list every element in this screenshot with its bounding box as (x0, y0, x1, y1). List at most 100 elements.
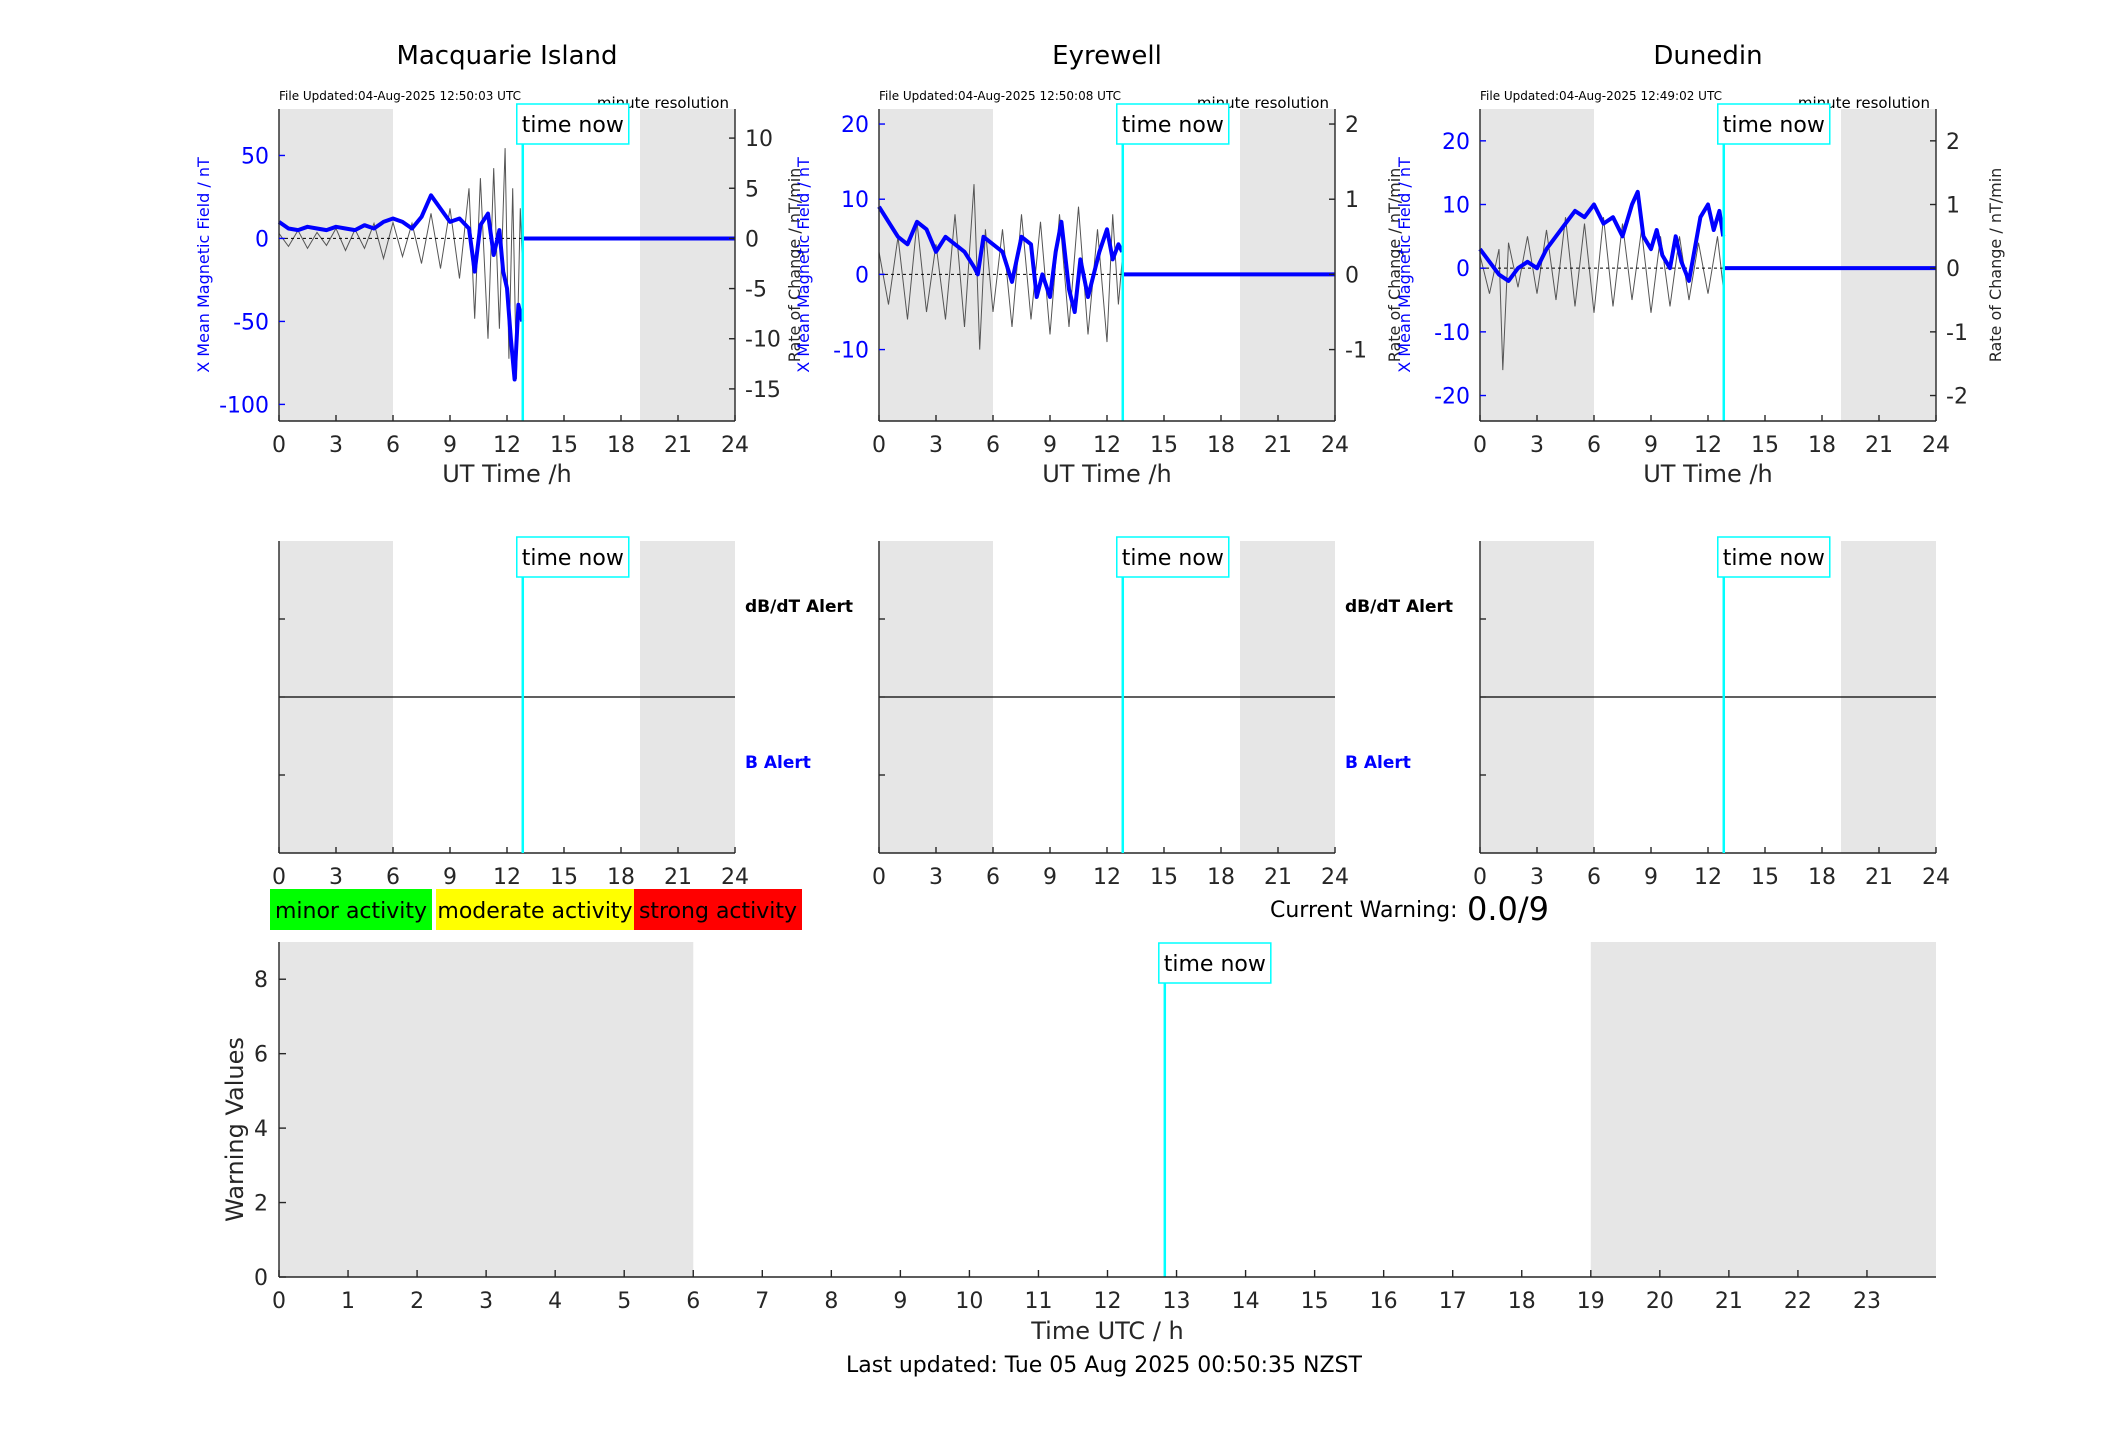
warning-x-tick-label-17: 17 (1439, 1289, 1467, 1314)
station-2-panel: Eyrewell File Updated:04-Aug-2025 12:50:0… (794, 41, 1404, 488)
station-1-time-now-box (516, 103, 630, 145)
station-2-right-tick-label-1: 1 (1345, 188, 1359, 213)
warning-x-tick-label-3: 3 (479, 1289, 493, 1314)
station-3-x-tick-label-0: 0 (1473, 433, 1487, 458)
warning-y-label: Warning Values (221, 1037, 249, 1222)
alert-panel-3-x-tick-label-2: 6 (1587, 865, 1601, 890)
station-2-resolution: minute resolution (1197, 94, 1329, 112)
station-3-left-tick-label-4: -20 (1434, 385, 1470, 410)
warning-x-tick-label-7: 7 (755, 1289, 769, 1314)
warning-y-tick-label-0: 0 (254, 1266, 268, 1291)
warning-x-tick-label-14: 14 (1232, 1289, 1260, 1314)
station-3-x-tick-label-8: 24 (1922, 433, 1950, 458)
warning-x-tick-label-18: 18 (1508, 1289, 1536, 1314)
station-1-title: Macquarie Island (396, 41, 617, 71)
station-2-x-tick-label-6: 18 (1207, 433, 1235, 458)
station-3-x-tick-label-5: 15 (1751, 433, 1779, 458)
warning-x-tick-label-1: 1 (341, 1289, 355, 1314)
station-2-night-band-1 (1240, 109, 1335, 421)
station-3-x-tick-label-7: 21 (1865, 433, 1893, 458)
station-2-night-band-0 (879, 109, 993, 421)
station-1-left-axis-label: X Mean Magnetic Field / nT (194, 157, 213, 373)
station-3-panel: Dunedin File Updated:04-Aug-2025 12:49:02… (1395, 41, 2005, 488)
warning-x-tick-label-6: 6 (686, 1289, 700, 1314)
alert-panel-2-x-tick-label-5: 15 (1150, 865, 1178, 890)
station-3-time-now-box (1717, 103, 1831, 145)
station-1-field-line (277, 193, 525, 382)
warning-x-tick-label-22: 22 (1784, 1289, 1812, 1314)
alert-panel-2-x-tick-label-6: 18 (1207, 865, 1235, 890)
warning-x-tick-label-9: 9 (893, 1289, 907, 1314)
minor-activity-label: minor activity (275, 899, 427, 924)
station-2-title: Eyrewell (1052, 41, 1162, 71)
station-3-left-axis-label: X Mean Magnetic Field / nT (1395, 157, 1414, 373)
alert-panel-2-time-now-box (1116, 536, 1230, 578)
station-3-time-now-label: time now (1723, 113, 1825, 138)
warning-y-tick-label-4: 8 (254, 968, 268, 993)
alert-panel-1-x-tick-label-8: 24 (721, 865, 749, 890)
station-3-left-tick-label-1: 10 (1442, 194, 1470, 219)
warning-x-tick-label-16: 16 (1370, 1289, 1398, 1314)
alert-panel-1-x-tick-label-2: 6 (386, 865, 400, 890)
station-2-left-tick-label-0: 20 (841, 113, 869, 138)
alert-panel-3-x-tick-label-8: 24 (1922, 865, 1950, 890)
alert-panel-3-x-tick-label-4: 12 (1694, 865, 1722, 890)
station-2-left-tick-label-2: 0 (855, 263, 869, 288)
station-1-right-axis-label: Rate of Change / nT/min (785, 168, 804, 363)
station-2-x-label: UT Time /h (1042, 460, 1172, 488)
station-1-left-tick-label-0: 50 (241, 144, 269, 169)
station-1-left-tick-label-3: -100 (219, 393, 269, 418)
station-1-time-now-label: time now (522, 113, 624, 138)
alert-panel-3-x-tick-label-6: 18 (1808, 865, 1836, 890)
warning-x-tick-label-11: 11 (1024, 1289, 1052, 1314)
alert-panel-1-time-now-box (516, 536, 630, 578)
station-1-file-updated: File Updated:04-Aug-2025 12:50:03 UTC (279, 89, 521, 103)
station-2-left-tick-label-1: 10 (841, 188, 869, 213)
station-1-right-tick-label-0: 10 (745, 127, 773, 152)
strong-activity-label: strong activity (639, 899, 797, 924)
station-3-resolution: minute resolution (1798, 94, 1930, 112)
station-2-right-tick-label-3: -1 (1345, 339, 1367, 364)
station-3-x-tick-label-1: 3 (1530, 433, 1544, 458)
warning-x-tick-label-20: 20 (1646, 1289, 1674, 1314)
moderate-activity-label: moderate activity (437, 899, 632, 924)
station-3-file-updated: File Updated:04-Aug-2025 12:49:02 UTC (1480, 89, 1722, 103)
station-1-x-tick-label-5: 15 (550, 433, 578, 458)
warning-x-tick-label-21: 21 (1715, 1289, 1743, 1314)
current-warning-label: Current Warning: (1270, 898, 1457, 923)
warning-x-tick-label-2: 2 (410, 1289, 424, 1314)
alert-panel-3-x-tick-label-0: 0 (1473, 865, 1487, 890)
warning-time-now-box (1158, 942, 1272, 984)
station-2-x-tick-label-8: 24 (1321, 433, 1349, 458)
station-3-left-tick-label-3: -10 (1434, 321, 1470, 346)
station-3-right-axis-label: Rate of Change / nT/min (1986, 168, 2005, 363)
station-3-left-tick-label-0: 20 (1442, 130, 1470, 155)
warning-x-tick-label-12: 12 (1094, 1289, 1122, 1314)
alert-panel-3-x-tick-label-5: 15 (1751, 865, 1779, 890)
station-1-x-tick-label-4: 12 (493, 433, 521, 458)
warning-x-tick-label-15: 15 (1301, 1289, 1329, 1314)
warning-night-band-1 (1590, 942, 1936, 1277)
alert-panel-3-x-tick-label-7: 21 (1865, 865, 1893, 890)
alert-panel-3-x-tick-label-3: 9 (1644, 865, 1658, 890)
station-1-night-band-1 (640, 109, 735, 421)
alert-panel-2-x-tick-label-2: 6 (986, 865, 1000, 890)
alert-panel-1: 0 3 6 9 12 15 18 21 24 time now dB/dT Alert B Alert (272, 536, 853, 890)
station-3-right-tick-label-0: 2 (1946, 130, 1960, 155)
alert-panel-2-x-tick-label-7: 21 (1264, 865, 1292, 890)
station-2-field-line (877, 205, 1124, 314)
warning-x-tick-label-10: 10 (955, 1289, 983, 1314)
station-2-x-tick-label-7: 21 (1264, 433, 1292, 458)
station-2-file-updated: File Updated:04-Aug-2025 12:50:08 UTC (879, 89, 1121, 103)
alert-panel-2-x-tick-label-1: 3 (929, 865, 943, 890)
warning-x-tick-label-23: 23 (1853, 1289, 1881, 1314)
warning-x-tick-label-0: 0 (272, 1289, 286, 1314)
alert-panel-1-x-tick-label-6: 18 (607, 865, 635, 890)
alert-panel-1-time-now-label: time now (522, 546, 624, 571)
station-3-x-tick-label-4: 12 (1694, 433, 1722, 458)
station-3-field-line (1478, 189, 1726, 283)
station-3-right-tick-label-3: -1 (1946, 321, 1968, 346)
alert-panel-3-x-tick-label-1: 3 (1530, 865, 1544, 890)
warning-y-tick-label-3: 6 (254, 1043, 268, 1068)
